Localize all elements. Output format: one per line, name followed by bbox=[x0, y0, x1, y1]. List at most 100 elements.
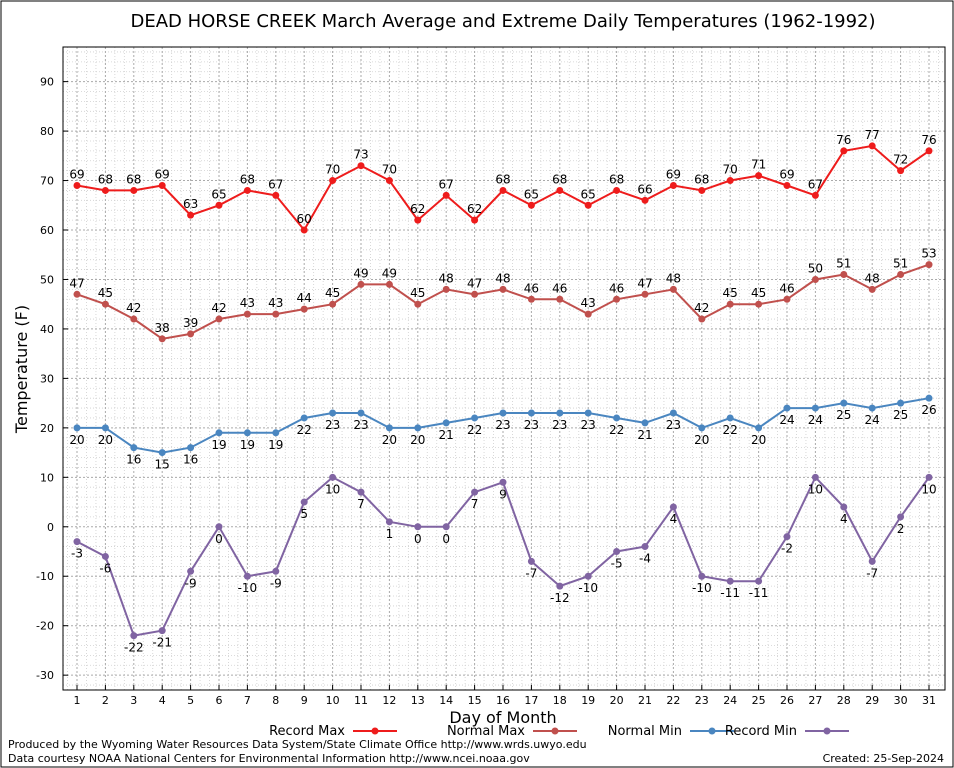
record-min-point bbox=[158, 627, 166, 635]
record-max-point bbox=[868, 142, 876, 150]
normal-max-data-label: 45 bbox=[751, 286, 766, 300]
record-min-point bbox=[641, 543, 649, 551]
record-max-point bbox=[925, 147, 933, 155]
normal-min-point bbox=[385, 424, 393, 432]
record-min-data-label: -9 bbox=[185, 576, 197, 590]
record-min-point bbox=[101, 552, 109, 560]
record-min-data-label: -5 bbox=[611, 557, 623, 571]
normal-min-data-label: 24 bbox=[865, 413, 880, 427]
record-max-data-label: 67 bbox=[439, 177, 454, 191]
record-max-data-label: 70 bbox=[382, 163, 397, 177]
x-tick-label: 27 bbox=[808, 694, 822, 707]
normal-min-point bbox=[613, 414, 621, 422]
normal-min-data-label: 19 bbox=[240, 438, 255, 452]
record-max-point bbox=[755, 172, 763, 180]
normal-max-point bbox=[613, 295, 621, 303]
x-tick-label: 2 bbox=[102, 694, 109, 707]
record-max-point bbox=[527, 201, 535, 209]
y-tick-label: 10 bbox=[40, 471, 54, 484]
record-max-point bbox=[101, 186, 109, 194]
normal-max-data-label: 47 bbox=[69, 276, 84, 290]
record-max-data-label: 71 bbox=[751, 158, 766, 172]
normal-min-point bbox=[158, 449, 166, 457]
x-tick-label: 28 bbox=[837, 694, 851, 707]
normal-min-point bbox=[840, 399, 848, 407]
normal-min-data-label: 16 bbox=[183, 453, 198, 467]
normal-min-point bbox=[499, 409, 507, 417]
normal-min-point bbox=[357, 409, 365, 417]
normal-max-point bbox=[329, 300, 337, 308]
normal-min-data-label: 23 bbox=[666, 418, 681, 432]
record-min-data-label: -11 bbox=[720, 586, 740, 600]
record-min-point bbox=[527, 557, 535, 565]
x-tick-label: 26 bbox=[780, 694, 794, 707]
normal-min-data-label: 19 bbox=[268, 438, 283, 452]
record-max-data-label: 68 bbox=[694, 172, 709, 186]
y-tick-label: 20 bbox=[40, 422, 54, 435]
y-tick-label: 0 bbox=[47, 521, 54, 534]
normal-max-point bbox=[300, 305, 308, 313]
record-min-data-label: 0 bbox=[442, 532, 450, 546]
normal-min-point bbox=[811, 404, 819, 412]
normal-min-point bbox=[783, 404, 791, 412]
record-max-data-label: 70 bbox=[325, 163, 340, 177]
record-max-data-label: 67 bbox=[268, 177, 283, 191]
normal-max-data-label: 38 bbox=[155, 321, 170, 335]
legend: Record Max Normal Max Normal Min Record Min bbox=[269, 724, 849, 739]
record-max-point bbox=[329, 177, 337, 185]
record-min-point bbox=[755, 577, 763, 585]
normal-min-point bbox=[243, 429, 251, 437]
record-max-point bbox=[187, 211, 195, 219]
normal-min-data-label: 20 bbox=[98, 433, 113, 447]
normal-max-data-label: 43 bbox=[581, 296, 596, 310]
normal-min-point bbox=[698, 424, 706, 432]
normal-max-point bbox=[783, 295, 791, 303]
record-max-data-label: 68 bbox=[552, 172, 567, 186]
record-max-point bbox=[73, 181, 81, 189]
x-tick-label: 8 bbox=[272, 694, 279, 707]
record-min-point bbox=[726, 577, 734, 585]
normal-min-data-label: 25 bbox=[893, 408, 908, 422]
normal-min-series: 20 20 16 15 16 19 19 19 22 23 23 20 20 21 22 23 23 23 23 22… bbox=[69, 394, 937, 472]
normal-min-point bbox=[272, 429, 280, 437]
record-max-point bbox=[556, 186, 564, 194]
normal-max-point bbox=[215, 315, 223, 323]
normal-max-data-label: 46 bbox=[552, 281, 567, 295]
record-max-point bbox=[471, 216, 479, 224]
record-min-point bbox=[669, 503, 677, 511]
x-tick-label: 12 bbox=[382, 694, 396, 707]
x-tick-label: 5 bbox=[187, 694, 194, 707]
normal-max-point bbox=[414, 300, 422, 308]
normal-min-data-label: 16 bbox=[126, 453, 141, 467]
normal-max-point bbox=[698, 315, 706, 323]
record-min-data-label: -21 bbox=[152, 636, 172, 650]
normal-min-data-label: 21 bbox=[439, 428, 454, 442]
normal-min-point bbox=[471, 414, 479, 422]
x-tick-label: 16 bbox=[496, 694, 510, 707]
x-tick-label: 24 bbox=[723, 694, 737, 707]
legend-marker-normal-min bbox=[708, 727, 716, 735]
normal-max-point bbox=[187, 330, 195, 338]
normal-max-point bbox=[669, 285, 677, 293]
record-min-point bbox=[868, 557, 876, 565]
legend-marker-record-max bbox=[371, 727, 379, 735]
plot-area-frame bbox=[62, 46, 946, 691]
normal-max-data-label: 46 bbox=[609, 281, 624, 295]
legend-label-record-min: Record Min bbox=[725, 724, 797, 739]
record-min-data-label: -3 bbox=[71, 547, 83, 561]
record-max-point bbox=[300, 226, 308, 234]
normal-max-series: 47 45 42 38 39 42 43 43 44 45 49 49 45 48 47 48 46 46 43 46… bbox=[69, 247, 937, 343]
record-min-data-label: 7 bbox=[471, 497, 479, 511]
record-min-data-label: 5 bbox=[300, 507, 308, 521]
normal-max-point bbox=[641, 290, 649, 298]
y-tick-label: 70 bbox=[40, 175, 54, 188]
record-min-data-label: -2 bbox=[781, 542, 793, 556]
record-min-point bbox=[442, 523, 450, 531]
y-tick-label: -20 bbox=[36, 620, 54, 633]
record-min-point bbox=[471, 488, 479, 496]
record-min-point bbox=[925, 473, 933, 481]
record-min-point bbox=[385, 518, 393, 526]
record-min-point bbox=[272, 567, 280, 575]
normal-min-data-label: 20 bbox=[69, 433, 84, 447]
